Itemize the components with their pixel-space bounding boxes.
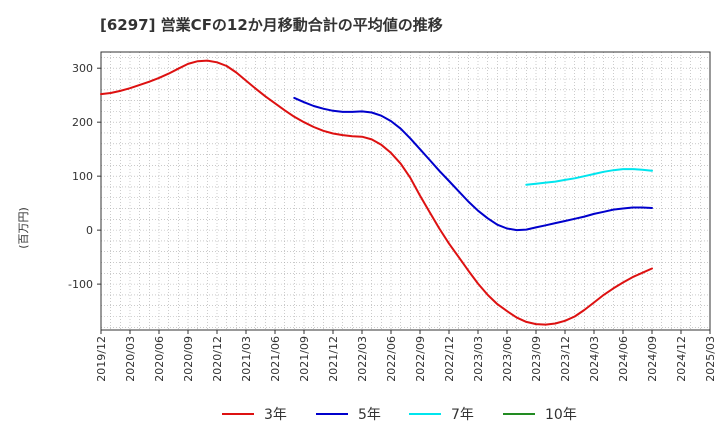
x-tick-label: 2024/12 — [675, 336, 688, 382]
x-tick-label: 2023/09 — [530, 336, 543, 382]
x-tick-label: 2024/03 — [588, 336, 601, 382]
x-tick-label: 2023/12 — [559, 336, 572, 382]
plot-frame — [100, 51, 711, 331]
x-tick-label: 2020/12 — [211, 336, 224, 382]
series-line-3 — [525, 168, 653, 186]
legend-label-4: 10年 — [545, 407, 577, 423]
x-tick-label: 2022/09 — [414, 336, 427, 382]
x-tick-label: 2021/06 — [269, 336, 282, 382]
x-tick-label: 2023/06 — [501, 336, 514, 382]
x-tick-label: 2025/03 — [704, 336, 717, 382]
y-tick-label: -100 — [68, 278, 93, 291]
series-line-2 — [293, 96, 653, 232]
x-tick-label: 2020/06 — [153, 336, 166, 382]
y-tick-label: 200 — [72, 116, 93, 129]
chart-title: [6297] 営業CFの12か月移動合計の平均値の推移 — [100, 16, 443, 34]
y-tick-label: 100 — [72, 170, 93, 183]
x-tick-label: 2022/03 — [356, 336, 369, 382]
x-tick-label: 2022/12 — [443, 336, 456, 382]
legend-label-2: 5年 — [358, 407, 381, 423]
legend-label-3: 7年 — [451, 407, 474, 423]
legend-label-1: 3年 — [264, 407, 287, 423]
y-tick-label: 0 — [86, 224, 93, 237]
x-tick-label: 2023/03 — [472, 336, 485, 382]
y-tick-label: 300 — [72, 62, 93, 75]
x-tick-label: 2022/06 — [385, 336, 398, 382]
x-tick-label: 2024/09 — [646, 336, 659, 382]
x-tick-label: 2024/06 — [617, 336, 630, 382]
x-tick-label: 2021/09 — [298, 336, 311, 382]
x-tick-label: 2021/12 — [327, 336, 340, 382]
x-tick-label: 2021/03 — [240, 336, 253, 382]
x-tick-label: 2020/09 — [182, 336, 195, 382]
x-tick-label: 2020/03 — [124, 336, 137, 382]
x-tick-label: 2019/12 — [95, 336, 108, 382]
series-line-1 — [100, 59, 653, 326]
